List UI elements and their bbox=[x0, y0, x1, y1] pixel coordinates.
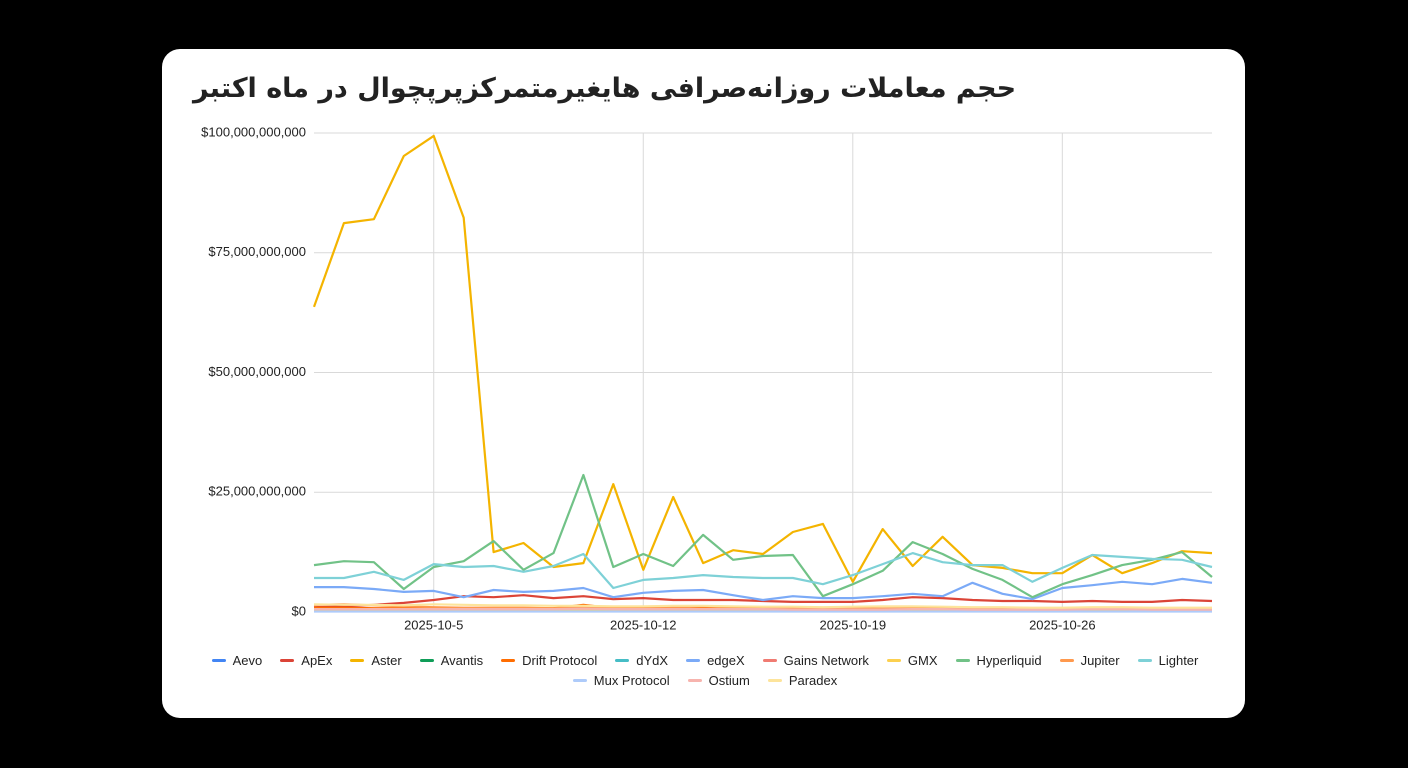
x-tick-label: 2025-10-19 bbox=[820, 617, 887, 632]
x-tick-label: 2025-10-26 bbox=[1029, 617, 1096, 632]
legend-item: ApEx bbox=[280, 652, 332, 668]
legend-item: Ostium bbox=[687, 672, 750, 688]
series-line bbox=[313, 603, 1212, 609]
y-tick-label: $50,000,000,000 bbox=[208, 364, 306, 379]
y-tick-label: $25,000,000,000 bbox=[208, 484, 306, 499]
legend-swatch bbox=[686, 658, 701, 662]
chart-card: $0 $25,000,000,000 $50,000,000,000 $75,000,… bbox=[162, 49, 1245, 718]
legend-label: Mux Protocol bbox=[593, 672, 670, 688]
series-line bbox=[314, 607, 1212, 611]
series-line bbox=[312, 134, 1213, 583]
legend-label: Aster bbox=[371, 652, 402, 668]
legend-item: GMX bbox=[886, 652, 938, 668]
chart-title: حجم معاملات روزانه‌صرافی هایغیرمتمرکزپرپ… bbox=[193, 73, 1017, 104]
legend-item: Lighter bbox=[1137, 652, 1199, 668]
chart: $0 $25,000,000,000 $50,000,000,000 $75,000,… bbox=[201, 124, 1213, 632]
legend-label: edgeX bbox=[707, 652, 745, 668]
legend-label: Ostium bbox=[708, 672, 750, 688]
legend-swatch bbox=[280, 658, 295, 662]
legend-swatch bbox=[762, 658, 777, 662]
series-line bbox=[313, 473, 1213, 599]
legend-swatch bbox=[1059, 658, 1074, 662]
legend-swatch bbox=[615, 658, 630, 662]
legend-label: GMX bbox=[907, 652, 938, 668]
legend-label: Aevo bbox=[232, 652, 263, 668]
legend-item: Paradex bbox=[767, 672, 838, 688]
x-tick-label: 2025-10-5 bbox=[404, 617, 463, 632]
legend-label: Hyperliquid bbox=[976, 652, 1042, 668]
legend: Aevo ApEx Aster Avantis Drift Protocol dYdX ed… bbox=[190, 652, 1220, 688]
legend-item: Aster bbox=[350, 652, 402, 668]
legend-swatch bbox=[767, 678, 782, 682]
legend-swatch bbox=[211, 658, 226, 662]
legend-item: Jupiter bbox=[1059, 652, 1120, 668]
legend-swatch bbox=[955, 658, 970, 662]
series-line bbox=[314, 577, 1213, 602]
legend-label: Gains Network bbox=[783, 652, 869, 668]
legend-label: Avantis bbox=[440, 652, 484, 668]
legend-item: Gains Network bbox=[762, 652, 869, 668]
legend-swatch bbox=[350, 658, 365, 662]
y-tick-label: $100,000,000,000 bbox=[201, 124, 306, 139]
y-tick-label: $75,000,000,000 bbox=[208, 244, 306, 259]
legend-label: Drift Protocol bbox=[522, 652, 598, 668]
legend-label: Lighter bbox=[1158, 652, 1199, 668]
legend-label: ApEx bbox=[301, 652, 333, 668]
series-line bbox=[314, 552, 1213, 590]
legend-label: Jupiter bbox=[1080, 652, 1120, 668]
legend-swatch bbox=[687, 678, 702, 682]
legend-item: Hyperliquid bbox=[955, 652, 1042, 668]
legend-item: Drift Protocol bbox=[501, 652, 597, 668]
legend-swatch bbox=[572, 678, 587, 682]
legend-item: dYdX bbox=[615, 652, 668, 668]
legend-item: Aevo bbox=[211, 652, 263, 668]
legend-swatch bbox=[419, 658, 434, 662]
legend-swatch bbox=[886, 658, 901, 662]
legend-swatch bbox=[501, 658, 516, 662]
y-tick-label: $0 bbox=[292, 603, 306, 618]
legend-item: Mux Protocol bbox=[572, 672, 670, 688]
legend-label: Paradex bbox=[788, 672, 838, 688]
legend-swatch bbox=[1137, 658, 1152, 662]
legend-item: Avantis bbox=[419, 652, 484, 668]
x-tick-label: 2025-10-12 bbox=[610, 617, 677, 632]
legend-label: dYdX bbox=[636, 652, 669, 668]
legend-item: edgeX bbox=[686, 652, 745, 668]
